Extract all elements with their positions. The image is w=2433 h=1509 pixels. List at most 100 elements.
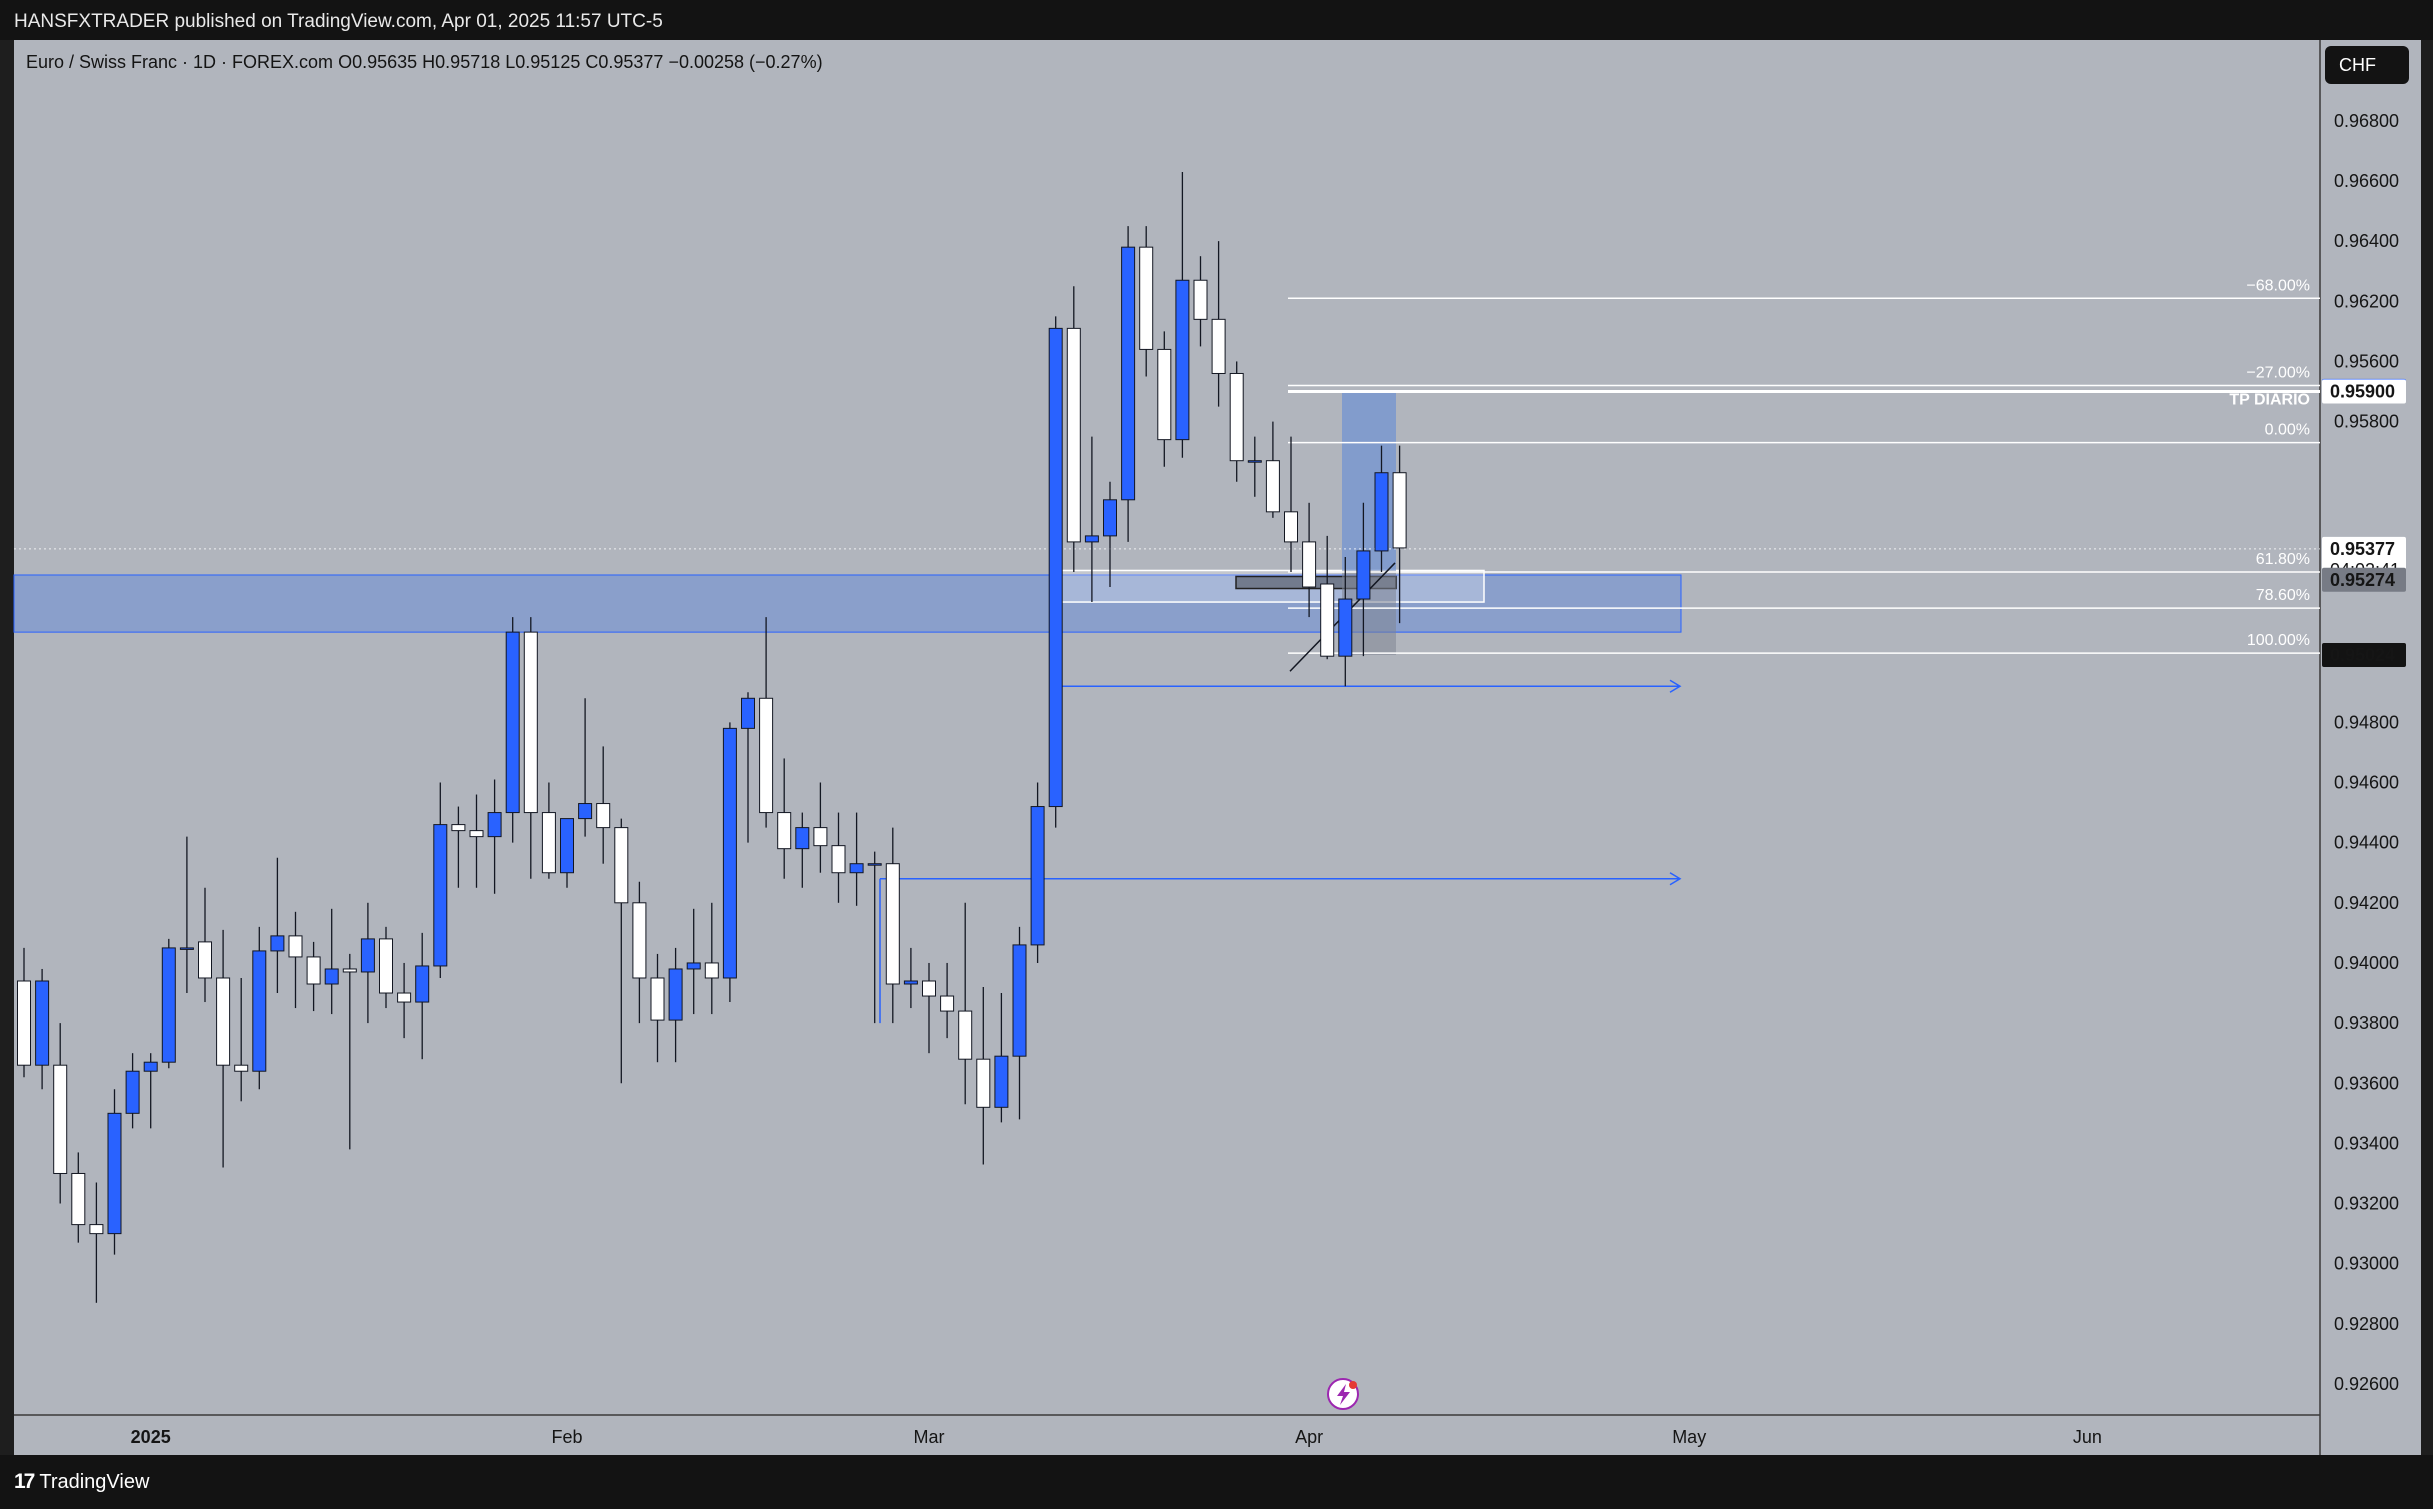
- bull-candle[interactable]: [741, 697, 755, 729]
- bear-candle[interactable]: [288, 935, 303, 958]
- bear-candle[interactable]: [1193, 279, 1208, 320]
- footer-bar: 17 TradingView: [0, 1455, 2433, 1509]
- bull-candle[interactable]: [125, 1070, 140, 1114]
- bull-candle[interactable]: [179, 947, 194, 950]
- bull-candle[interactable]: [1247, 460, 1262, 463]
- bear-candle[interactable]: [216, 977, 231, 1066]
- bull-candle[interactable]: [1356, 550, 1371, 600]
- bear-candle[interactable]: [342, 968, 357, 973]
- y-tick-label: 0.95600: [2334, 351, 2399, 371]
- bear-candle[interactable]: [53, 1064, 68, 1174]
- bear-candle[interactable]: [704, 962, 719, 979]
- published-text: HANSFXTRADER published on TradingView.co…: [14, 11, 663, 32]
- fib-label: −68.00%: [2246, 277, 2310, 294]
- bear-candle[interactable]: [469, 830, 484, 838]
- bear-candle[interactable]: [198, 941, 212, 979]
- bear-candle[interactable]: [1392, 472, 1407, 549]
- y-tick-label: 0.94600: [2334, 773, 2399, 793]
- bear-candle[interactable]: [89, 1224, 104, 1235]
- y-tick-label: 0.94200: [2334, 893, 2399, 913]
- bull-candle[interactable]: [35, 980, 50, 1066]
- bull-candle[interactable]: [686, 962, 701, 970]
- low-value: L0.95125: [505, 52, 581, 72]
- fib-label: 61.80%: [2256, 551, 2310, 568]
- bull-candle[interactable]: [578, 803, 593, 820]
- bull-candle[interactable]: [560, 818, 574, 874]
- high-value: H0.95718: [422, 52, 501, 72]
- bull-candle[interactable]: [143, 1061, 158, 1072]
- bull-candle[interactable]: [1030, 806, 1045, 946]
- bull-candle[interactable]: [867, 863, 882, 866]
- bull-candle[interactable]: [795, 827, 810, 850]
- y-tick-label: 0.93200: [2334, 1194, 2399, 1214]
- bear-candle[interactable]: [1320, 583, 1335, 657]
- bear-candle[interactable]: [1211, 318, 1226, 374]
- bear-candle[interactable]: [777, 812, 792, 850]
- bull-candle[interactable]: [1084, 535, 1099, 543]
- bull-candle[interactable]: [505, 631, 520, 814]
- bear-candle[interactable]: [1139, 246, 1154, 350]
- bull-candle[interactable]: [270, 935, 285, 952]
- bear-candle[interactable]: [650, 977, 665, 1021]
- bear-candle[interactable]: [759, 697, 774, 814]
- bear-candle[interactable]: [1265, 460, 1280, 513]
- bull-candle[interactable]: [903, 980, 918, 985]
- bear-candle[interactable]: [940, 995, 955, 1012]
- bull-candle[interactable]: [1121, 246, 1136, 501]
- bear-candle[interactable]: [451, 824, 466, 832]
- bear-candle[interactable]: [397, 992, 412, 1003]
- bear-candle[interactable]: [17, 980, 31, 1066]
- bull-candle[interactable]: [107, 1112, 122, 1235]
- bear-candle[interactable]: [1284, 511, 1298, 543]
- price-tag-label: 0.95377: [2330, 539, 2395, 559]
- bear-candle[interactable]: [976, 1058, 991, 1108]
- bull-candle[interactable]: [668, 968, 683, 1021]
- bear-candle[interactable]: [813, 827, 828, 847]
- bull-candle[interactable]: [161, 947, 176, 1063]
- bull-candle[interactable]: [722, 727, 737, 979]
- bull-candle[interactable]: [849, 863, 864, 874]
- order-block-box[interactable]: [1057, 569, 1485, 603]
- bear-candle[interactable]: [234, 1064, 249, 1072]
- bear-candle[interactable]: [958, 1010, 973, 1060]
- bull-candle[interactable]: [994, 1055, 1009, 1108]
- bear-candle[interactable]: [71, 1172, 86, 1226]
- y-tick-label: 0.94000: [2334, 953, 2399, 973]
- bull-candle[interactable]: [1048, 327, 1063, 808]
- symbol-title: Euro / Swiss Franc · 1D · FOREX.com: [26, 52, 334, 72]
- tradingview-logo-icon: 17: [14, 1470, 35, 1493]
- bull-candle[interactable]: [1175, 279, 1190, 441]
- demand-zone[interactable]: [13, 574, 1682, 633]
- bull-candle[interactable]: [487, 812, 502, 838]
- bear-candle[interactable]: [831, 845, 846, 874]
- bear-candle[interactable]: [1229, 372, 1244, 462]
- currency-button[interactable]: CHF: [2325, 46, 2409, 84]
- y-tick-label: 0.96400: [2334, 231, 2399, 251]
- open-value: O0.95635: [338, 52, 418, 72]
- bear-candle[interactable]: [596, 803, 611, 829]
- bear-candle[interactable]: [379, 938, 393, 994]
- bull-candle[interactable]: [324, 968, 339, 985]
- bull-candle[interactable]: [1103, 499, 1117, 537]
- bear-candle[interactable]: [1157, 348, 1172, 441]
- bull-candle[interactable]: [1338, 598, 1353, 657]
- bear-candle[interactable]: [306, 956, 321, 985]
- bull-candle[interactable]: [1374, 472, 1389, 552]
- bear-candle[interactable]: [632, 902, 647, 979]
- bear-candle[interactable]: [523, 631, 538, 814]
- bear-candle[interactable]: [922, 980, 936, 997]
- bull-candle[interactable]: [1012, 944, 1027, 1057]
- bear-candle[interactable]: [614, 827, 629, 904]
- chart-pane[interactable]: [14, 40, 2421, 1455]
- bull-candle[interactable]: [360, 938, 375, 973]
- bear-candle[interactable]: [1302, 541, 1317, 588]
- tradingview-logo[interactable]: 17 TradingView: [14, 1466, 149, 1498]
- bull-candle[interactable]: [415, 965, 430, 1003]
- bull-candle[interactable]: [433, 824, 448, 967]
- bear-candle[interactable]: [541, 812, 556, 874]
- bear-candle[interactable]: [1066, 327, 1081, 543]
- bear-candle[interactable]: [885, 863, 900, 985]
- y-tick-label: 0.92600: [2334, 1374, 2399, 1394]
- bull-candle[interactable]: [252, 950, 267, 1072]
